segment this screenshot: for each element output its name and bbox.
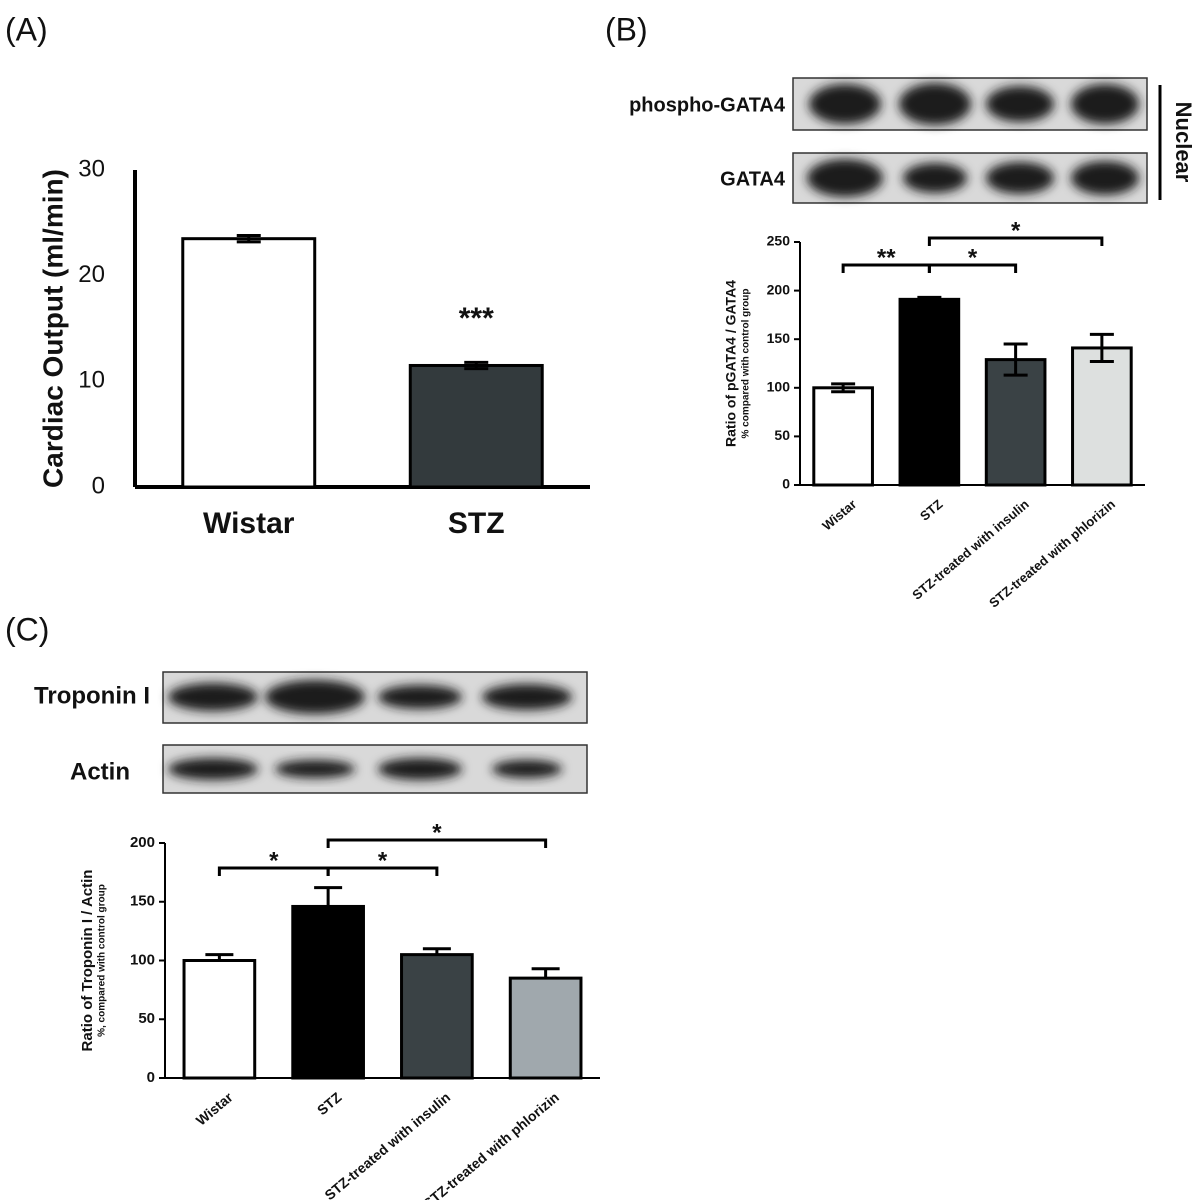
y-tick-label: 200 <box>767 281 791 297</box>
blot-label: phospho-GATA4 <box>629 94 786 116</box>
significance-label: * <box>378 847 388 874</box>
y-tick-label: 100 <box>767 379 791 395</box>
y-tick-label: 100 <box>130 951 155 968</box>
significance-bracket <box>326 838 548 848</box>
error-bar <box>236 234 261 244</box>
y-tick-label: 150 <box>767 330 791 346</box>
x-tick-label: Wistar <box>193 1089 236 1129</box>
blot-label: Troponin I <box>34 682 150 709</box>
bar <box>182 959 257 1080</box>
y-tick-label: 50 <box>138 1010 155 1027</box>
bar <box>408 363 544 489</box>
panel-label: (A) <box>5 11 48 47</box>
panel-label: (B) <box>605 11 648 47</box>
y-axis-label: Ratio of Troponin I / Actin <box>79 870 96 1052</box>
error-bar <box>917 295 942 303</box>
y-tick-label: 0 <box>782 476 790 492</box>
significance-label: * <box>1011 217 1021 244</box>
y-axis-sublabel: % compared with control group <box>741 288 752 438</box>
bar <box>898 297 961 487</box>
y-tick-label: 150 <box>130 893 155 910</box>
y-tick-label: 30 <box>78 155 105 182</box>
error-bar <box>314 886 343 907</box>
error-bar <box>422 947 451 955</box>
significance-bracket <box>927 236 1104 246</box>
significance-label: * <box>968 244 978 271</box>
y-axis-label: Ratio of pGATA4 / GATA4 <box>723 280 739 447</box>
x-tick-label: STZ-treated with insulin <box>321 1089 453 1200</box>
x-tick-label: STZ <box>448 507 505 540</box>
blot-side-label: Nuclear <box>1171 102 1196 183</box>
y-tick-label: 0 <box>92 472 105 499</box>
bar <box>508 976 583 1080</box>
error-bar <box>1089 332 1114 364</box>
bar <box>181 237 317 489</box>
y-tick-label: 200 <box>130 834 155 851</box>
x-tick-label: STZ <box>917 496 945 523</box>
blot-label: Actin <box>70 758 130 785</box>
x-tick-label: STZ <box>314 1089 345 1119</box>
significance-bracket <box>927 263 1018 273</box>
y-tick-label: 10 <box>78 367 105 394</box>
significance-label: * <box>432 819 442 846</box>
significance-label: *** <box>459 302 494 335</box>
blot-c <box>162 671 588 794</box>
y-tick-label: 0 <box>147 1069 155 1086</box>
blot-b <box>792 77 1162 204</box>
bar <box>1071 346 1133 487</box>
y-tick-label: 250 <box>767 233 791 249</box>
y-axis-sublabel: %, compared with control group <box>97 884 108 1037</box>
significance-label: ** <box>877 244 896 271</box>
bar <box>812 386 874 487</box>
error-bar <box>831 382 856 394</box>
error-bar <box>205 953 234 961</box>
bar <box>400 953 474 1080</box>
panel-label: (C) <box>5 611 49 647</box>
blot-label: GATA4 <box>720 168 786 190</box>
error-bar <box>464 360 489 371</box>
y-axis-label: Cardiac Output (ml/min) <box>37 169 68 488</box>
significance-bracket <box>326 866 439 876</box>
error-bar <box>1003 342 1028 377</box>
y-tick-label: 50 <box>774 427 790 443</box>
x-tick-label: Wistar <box>203 507 295 540</box>
x-tick-label: Wistar <box>819 496 859 533</box>
error-bar <box>531 967 560 979</box>
significance-label: * <box>269 847 279 874</box>
bar <box>291 904 365 1080</box>
bar <box>984 358 1047 487</box>
y-tick-label: 20 <box>78 261 105 288</box>
